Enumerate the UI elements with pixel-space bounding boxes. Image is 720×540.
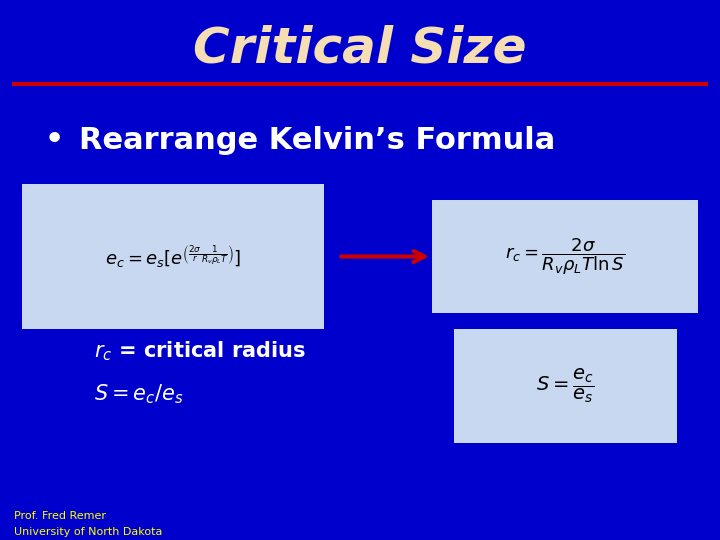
FancyBboxPatch shape xyxy=(22,184,324,329)
Text: $S = \dfrac{e_c}{e_s}$: $S = \dfrac{e_c}{e_s}$ xyxy=(536,367,595,406)
Text: $e_c = e_s \left[ e^{\left(\frac{2\sigma}{r} \frac{1}{R_v \rho_L T}\right)} \rig: $e_c = e_s \left[ e^{\left(\frac{2\sigma… xyxy=(104,243,241,270)
FancyBboxPatch shape xyxy=(432,200,698,313)
Text: $S = e_c/e_s$: $S = e_c/e_s$ xyxy=(94,382,183,406)
Text: Rearrange Kelvin’s Formula: Rearrange Kelvin’s Formula xyxy=(79,126,555,155)
Text: Prof. Fred Remer: Prof. Fred Remer xyxy=(14,511,107,521)
Text: $r_c$ = critical radius: $r_c$ = critical radius xyxy=(94,339,305,363)
Text: •: • xyxy=(43,124,65,157)
Text: University of North Dakota: University of North Dakota xyxy=(14,527,163,537)
Text: $r_c = \dfrac{2\sigma}{R_v \rho_L T \ln S}$: $r_c = \dfrac{2\sigma}{R_v \rho_L T \ln … xyxy=(505,236,625,277)
FancyBboxPatch shape xyxy=(454,329,677,443)
Text: Critical Size: Critical Size xyxy=(193,25,527,72)
